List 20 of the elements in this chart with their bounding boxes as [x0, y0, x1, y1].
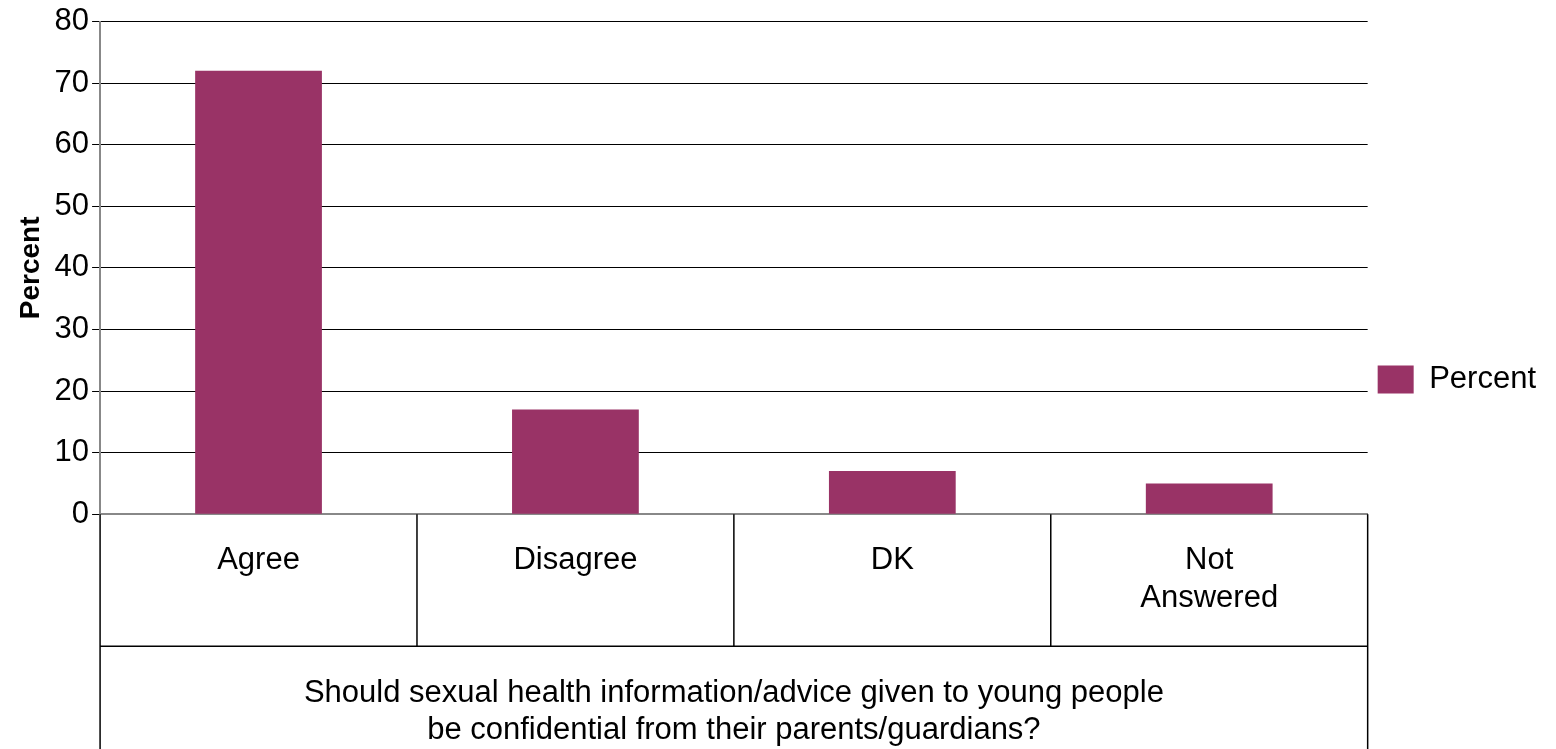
y-tick-label: 20 [54, 371, 90, 407]
x-tick-label: Disagree [513, 541, 638, 577]
bar [195, 70, 322, 514]
bar [1145, 483, 1273, 514]
y-tick-label: 50 [54, 186, 90, 222]
y-tick-label: 10 [54, 433, 90, 469]
x-tick-label: Agree [217, 541, 300, 577]
x-tick-label: Not Answered [1140, 541, 1279, 614]
y-axis-title: Percent [13, 216, 45, 320]
bar [828, 471, 956, 514]
y-tick-label: 40 [54, 248, 90, 284]
y-tick-label: 0 [71, 494, 90, 530]
y-tick-label: 30 [54, 310, 90, 346]
y-tick-label: 80 [54, 2, 90, 38]
legend-label: Percent [1429, 360, 1537, 396]
bar [512, 409, 639, 514]
y-tick-label: 60 [54, 125, 90, 161]
y-tick-label: 70 [54, 63, 90, 99]
x-tick-label: DK [870, 541, 915, 577]
x-axis-title: Should sexual health information/advice given to young people be confidential from their parents/guardians? [303, 673, 1164, 746]
